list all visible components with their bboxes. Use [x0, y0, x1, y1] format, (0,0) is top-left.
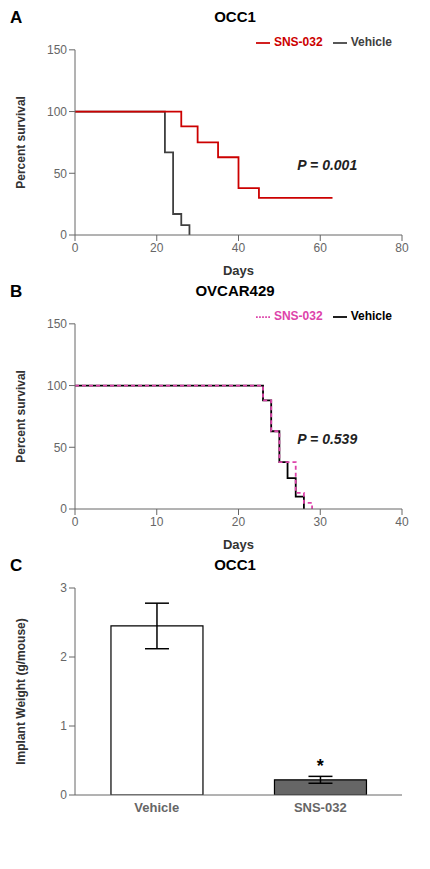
svg-text:40: 40 — [395, 515, 409, 529]
svg-text:Percent survival: Percent survival — [14, 96, 28, 189]
svg-text:20: 20 — [150, 241, 164, 255]
svg-text:P = 0.539: P = 0.539 — [297, 431, 357, 447]
svg-text:*: * — [317, 756, 324, 776]
svg-text:100: 100 — [47, 105, 67, 119]
html-text:A: A — [10, 8, 23, 27]
svg-text:0: 0 — [72, 241, 79, 255]
svg-text:50: 50 — [54, 167, 68, 181]
svg-text:150: 150 — [47, 43, 67, 57]
html-text:OVCAR429: OVCAR429 — [195, 282, 275, 299]
svg-text:1: 1 — [60, 719, 67, 733]
html-text:Vehicle: Vehicle — [350, 35, 392, 49]
svg-text:SNS-032: SNS-032 — [294, 800, 347, 815]
html-text:OCC1: OCC1 — [214, 8, 256, 25]
svg-text:10: 10 — [150, 515, 164, 529]
svg-text:Days: Days — [223, 263, 254, 278]
svg-text:3: 3 — [60, 581, 67, 595]
svg-text:50: 50 — [54, 441, 68, 455]
svg-text:Percent survival: Percent survival — [14, 370, 28, 463]
svg-text:30: 30 — [314, 515, 328, 529]
html-text:B: B — [10, 282, 23, 301]
svg-text:0: 0 — [60, 788, 67, 802]
svg-text:80: 80 — [395, 241, 409, 255]
svg-text:0: 0 — [60, 502, 67, 516]
html-text:Vehicle: Vehicle — [350, 309, 392, 323]
html-text:SNS-032: SNS-032 — [273, 309, 323, 323]
svg-text:Days: Days — [223, 537, 254, 552]
svg-text:100: 100 — [47, 379, 67, 393]
svg-text:P = 0.001: P = 0.001 — [297, 157, 357, 173]
svg-text:150: 150 — [47, 317, 67, 331]
svg-text:60: 60 — [314, 241, 328, 255]
svg-text:2: 2 — [60, 650, 67, 664]
svg-text:20: 20 — [232, 515, 246, 529]
svg-text:0: 0 — [60, 228, 67, 242]
svg-text:0: 0 — [72, 515, 79, 529]
html-text:C: C — [10, 556, 23, 575]
html-text:OCC1: OCC1 — [214, 556, 256, 573]
svg-text:40: 40 — [232, 241, 246, 255]
svg-text:Vehicle: Vehicle — [134, 800, 179, 815]
svg-text:Implant Weight (g/mouse): Implant Weight (g/mouse) — [14, 618, 28, 764]
html-text:SNS-032: SNS-032 — [273, 35, 323, 49]
